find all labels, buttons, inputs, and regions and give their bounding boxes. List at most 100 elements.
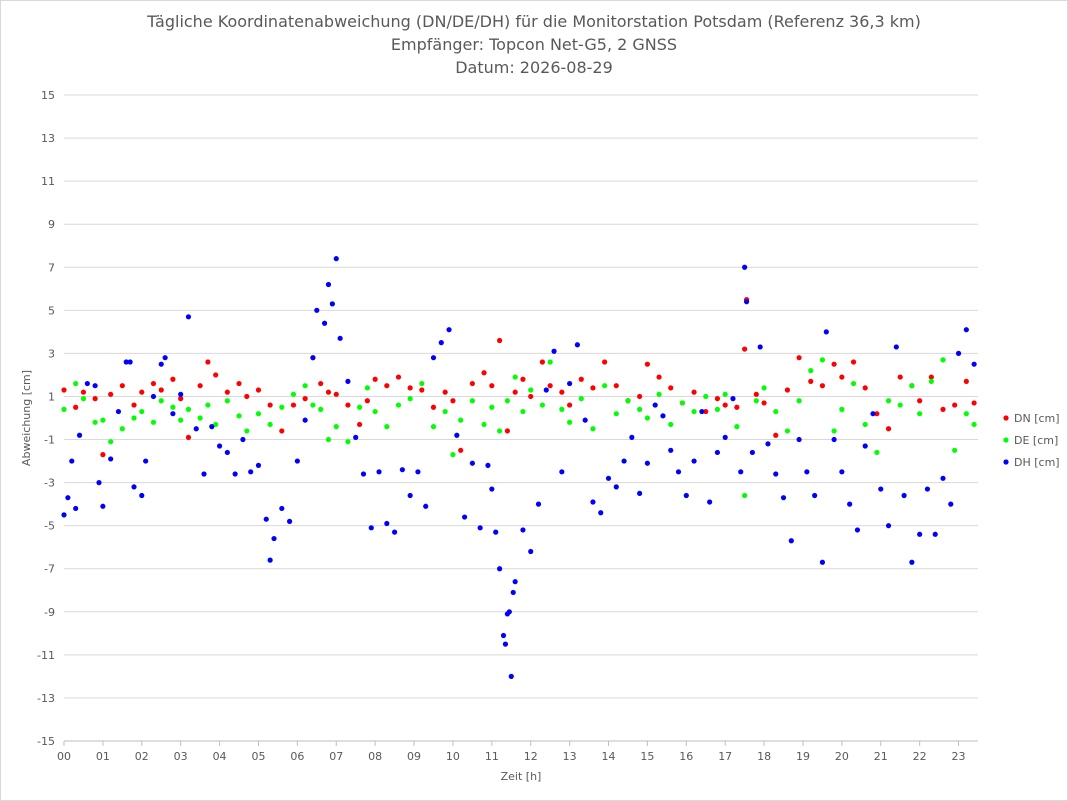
- data-point: [788, 538, 794, 544]
- data-point: [691, 458, 697, 464]
- data-point: [602, 383, 608, 389]
- data-point: [356, 404, 363, 410]
- legend-entry: DH [cm]: [1014, 456, 1060, 469]
- data-point: [458, 447, 464, 453]
- data-point: [139, 389, 145, 395]
- data-point: [590, 426, 596, 432]
- data-point: [901, 492, 907, 499]
- x-tick-label: 09: [407, 750, 421, 763]
- data-point: [497, 337, 503, 344]
- data-point: [749, 449, 756, 456]
- data-point: [255, 387, 262, 393]
- data-point: [423, 503, 429, 509]
- data-point: [185, 434, 192, 440]
- data-point: [310, 402, 316, 408]
- data-point: [547, 359, 553, 365]
- data-point: [170, 404, 176, 410]
- data-point: [158, 398, 164, 404]
- data-point: [598, 510, 604, 516]
- data-point: [773, 432, 779, 438]
- data-point: [683, 492, 689, 499]
- data-point: [761, 400, 767, 406]
- data-point: [743, 299, 750, 305]
- data-point: [831, 361, 837, 367]
- data-point: [605, 475, 612, 481]
- data-point: [675, 469, 682, 475]
- x-axis-label: Zeit [h]: [501, 770, 542, 783]
- data-point: [224, 398, 230, 404]
- data-point: [286, 518, 293, 524]
- data-point: [345, 402, 351, 408]
- data-point: [178, 391, 184, 397]
- data-point: [963, 378, 969, 384]
- data-point: [885, 523, 892, 529]
- data-point: [948, 501, 954, 507]
- y-tick-label: -3: [44, 477, 55, 490]
- data-point: [131, 484, 137, 490]
- x-tick-label: 19: [796, 750, 810, 763]
- y-tick-label: 7: [48, 261, 55, 274]
- y-tick-label: -11: [37, 649, 55, 662]
- data-point: [477, 525, 483, 531]
- data-point: [244, 393, 250, 400]
- data-point: [753, 391, 759, 397]
- data-point: [644, 415, 651, 421]
- y-tick-label: 15: [41, 89, 55, 102]
- data-point: [917, 411, 923, 417]
- data-point: [185, 314, 192, 320]
- data-point: [932, 531, 938, 537]
- data-point: [384, 424, 390, 430]
- y-tick-label: 9: [48, 218, 55, 231]
- data-point: [279, 428, 285, 434]
- data-point: [909, 559, 915, 565]
- x-tick-label: 18: [757, 750, 771, 763]
- data-point: [368, 525, 374, 531]
- data-point: [96, 480, 102, 486]
- data-point: [535, 501, 542, 507]
- data-point: [271, 535, 277, 542]
- data-point: [924, 486, 931, 492]
- data-point: [158, 361, 164, 367]
- data-point: [462, 514, 468, 520]
- data-point: [384, 520, 390, 527]
- data-point: [481, 421, 487, 428]
- data-point: [547, 383, 553, 389]
- data-point: [500, 632, 507, 639]
- data-point: [703, 408, 709, 415]
- y-tick-label: 11: [41, 175, 55, 188]
- data-point: [885, 398, 892, 404]
- data-point: [446, 327, 452, 333]
- data-point: [539, 359, 545, 365]
- data-point: [742, 346, 748, 352]
- data-point: [551, 348, 557, 354]
- data-point: [637, 490, 643, 496]
- data-point: [65, 495, 71, 501]
- x-tick-label: 16: [679, 750, 693, 763]
- data-point: [430, 355, 437, 361]
- data-point: [773, 471, 779, 477]
- data-point: [469, 460, 475, 466]
- data-point: [722, 434, 728, 440]
- data-point: [279, 404, 285, 410]
- data-point: [399, 467, 405, 473]
- data-point: [384, 383, 390, 389]
- data-point: [213, 421, 219, 428]
- data-point: [780, 495, 787, 501]
- data-point: [92, 419, 98, 425]
- data-point: [637, 393, 643, 400]
- chart-title: Tägliche Koordinatenabweichung (DN/DE/DH…: [147, 12, 921, 31]
- data-point: [831, 428, 837, 434]
- legend-entry: DE [cm]: [1014, 434, 1058, 447]
- data-point: [69, 458, 75, 464]
- data-point: [893, 344, 899, 350]
- data-point: [753, 398, 759, 404]
- data-point: [520, 408, 526, 415]
- data-point: [100, 417, 106, 423]
- data-point: [337, 335, 343, 341]
- data-point: [224, 449, 230, 456]
- data-point: [372, 376, 378, 382]
- data-point: [590, 499, 596, 505]
- data-point: [796, 355, 802, 361]
- data-point: [804, 469, 810, 475]
- data-point: [656, 391, 662, 397]
